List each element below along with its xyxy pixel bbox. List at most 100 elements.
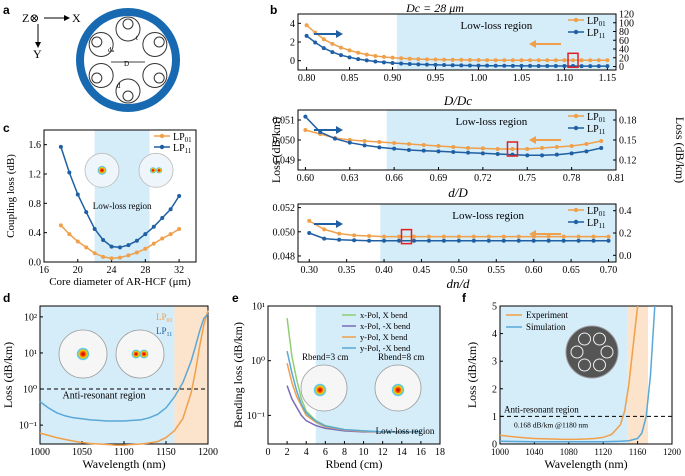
b2-lp11-point (436, 149, 441, 154)
b1-lp11-point (502, 63, 507, 68)
b1-lp11-point (485, 63, 490, 68)
b3-lp01-legend-marker (573, 207, 579, 213)
b3-lp11-point (486, 238, 491, 243)
b1-lp11-point (321, 46, 326, 51)
e-region-label: Low-loss region (376, 426, 435, 436)
schematic-dn: dₙ (108, 46, 115, 54)
b2-lp01-point (392, 141, 397, 145)
b1-xtick-label: 0.90 (384, 73, 402, 84)
b1-xtick-label: 1.15 (599, 73, 617, 84)
e-xtick-label: 2 (285, 447, 290, 458)
e-xtick-label: 6 (323, 447, 328, 458)
c-xlabel: Core diameter of AR-HCF (μm) (49, 276, 191, 288)
e-ytick-label: 10⁻¹ (247, 411, 265, 422)
d-xtick-label: 1000 (30, 447, 50, 458)
b2-lp01-point (362, 139, 367, 143)
b3-lp11-legend-marker (573, 219, 579, 225)
b2-left-ytick-label: 0.050 (273, 136, 296, 147)
b3-xtick-label: 0.65 (562, 265, 580, 276)
b2-lp01-point (406, 142, 411, 146)
c-mode-lp11-lobe (155, 166, 163, 174)
b1-lp01-point (433, 57, 438, 62)
chart-c: 16 20 24 28 32 0.0 0.4 0.8 1.2 1.6 Core diameter o… (5, 129, 197, 288)
b2-left-ytick-label: 0.049 (273, 156, 296, 167)
b2-right-ytick-label: 0.12 (619, 156, 637, 167)
b1-lp01-point (407, 56, 412, 61)
e-xtick-label: 10 (359, 447, 369, 458)
b1-lp01-point (373, 54, 378, 58)
c-ytick-label: 1.2 (29, 170, 42, 181)
d-ytick-label: 10⁰ (23, 385, 37, 396)
b3-lp11-point (531, 238, 536, 243)
panel-label-b: b (270, 3, 277, 17)
e-xtick-label: 0 (266, 447, 271, 458)
b1-xtick-label: 1.00 (470, 73, 488, 84)
b3-lp01-point (471, 234, 476, 239)
schematic-t: t (136, 34, 138, 42)
b3-lp11-point (516, 238, 521, 243)
c-region-label: Low-loss region (93, 201, 152, 211)
e-xtick-label: 18 (435, 447, 445, 458)
c-lp11-point (151, 224, 156, 229)
e-xtick-label: 12 (378, 447, 388, 458)
e-xtick-label: 16 (416, 447, 426, 458)
e-legend-label-2: y-Pol, X bend (360, 332, 408, 342)
b3-lp01-point (486, 234, 491, 239)
d-ytick-label: 10¹ (24, 348, 37, 359)
b1-xtick-label: 0.95 (427, 73, 445, 84)
b2-region-label: Low-loss region (455, 116, 527, 128)
y-axis-label: Y (33, 47, 42, 61)
c-lp11-point (177, 194, 182, 198)
c-lp11-legend-label: LP11 (173, 143, 192, 155)
d-ytick-label: 10⁻¹ (19, 421, 37, 432)
b3-lp11-point (367, 238, 372, 243)
panel-label-c: c (3, 121, 10, 135)
b2-xtick-label: 0.69 (430, 173, 448, 184)
b2-lp01-point (510, 147, 515, 151)
b3-lp01-point (516, 234, 521, 239)
b3-right-ytick-label: 0.2 (619, 229, 632, 240)
b2-lp11-point (377, 145, 382, 150)
c-frame (43, 129, 197, 263)
b3-lp11-point (606, 238, 611, 243)
e-xtick-label: 8 (342, 447, 347, 458)
d-mode-lobe (131, 349, 141, 359)
b1-lp01-point (519, 58, 524, 63)
b3-lp01-point (606, 234, 611, 239)
b1-lp11-point (553, 63, 558, 68)
b1-lp11-point (407, 61, 412, 66)
d-lp01-line (39, 310, 209, 446)
b2-lp11-legend-marker (573, 125, 579, 131)
e-frame (267, 305, 441, 445)
b1-lp11-point (356, 57, 361, 62)
b1-xtick-label: 0.85 (341, 73, 359, 84)
b1-lp11-point (416, 62, 421, 67)
d-xtick-label: 1050 (72, 447, 92, 458)
b3-lp11-point (576, 238, 581, 243)
b2-xtick-label: 0.66 (385, 173, 403, 184)
c-lp01-point (151, 241, 156, 246)
b2-lp11-point (525, 153, 530, 158)
b3-lp01-point (337, 231, 342, 236)
b1-lp01-point (553, 58, 558, 63)
b1-lp11-legend-marker (573, 29, 579, 35)
b3-lp01-point (382, 234, 387, 239)
c-xtick-label: 24 (107, 265, 117, 276)
b3-left-ytick-label: 0.052 (273, 203, 296, 214)
b1-left-ytick-label: 4 (290, 19, 295, 30)
b1-region-label: Low-loss region (461, 20, 533, 32)
b3-lp01-point (456, 234, 461, 239)
tube-outer (142, 63, 168, 88)
x-axis-label: X (72, 11, 81, 25)
b3-lp01-point (397, 234, 402, 239)
f-legend-label-0: Experiment (526, 310, 568, 320)
b2-lp11-point (421, 148, 426, 153)
b3-lp01-point (307, 218, 312, 223)
b1-lp11-point (493, 63, 498, 68)
c-lp01-point (75, 239, 80, 244)
b1-lp01-point (579, 58, 584, 63)
c-lp11-point (160, 216, 165, 220)
b2-lp11-point (480, 151, 485, 156)
chart-d: 1000 1050 1100 1150 1200 10⁻¹ 10⁰ 10¹ 10² Anti-re… (1, 305, 218, 471)
b3-lp11-point (352, 238, 357, 243)
